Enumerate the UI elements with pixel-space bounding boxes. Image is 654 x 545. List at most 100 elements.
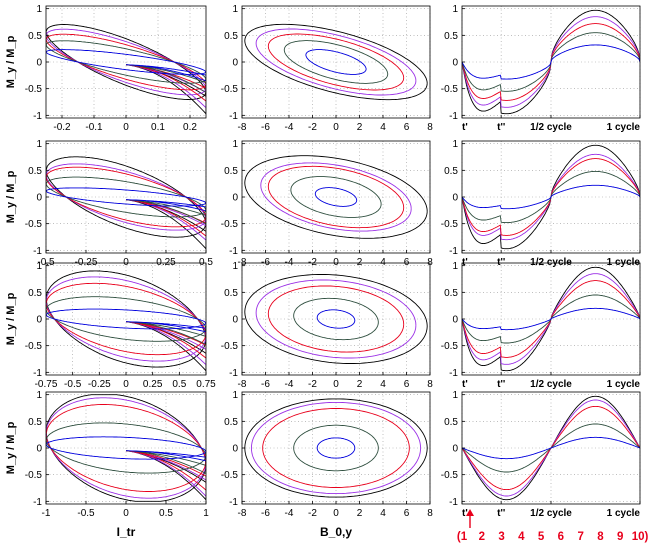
inner-line-purple <box>125 199 206 241</box>
inner-line-purple <box>125 64 206 109</box>
cycle-number: 10) <box>632 531 649 543</box>
xtick-label: 2 <box>357 379 363 390</box>
series-group <box>462 144 640 250</box>
series-line-blue <box>316 309 356 329</box>
xtick-label: -6 <box>261 122 270 133</box>
series-line-darkgreen <box>46 40 206 84</box>
xtick-label: 0.2 <box>183 122 197 133</box>
xtick-label: 4 <box>380 379 386 390</box>
panel-r2-c3: -1 -0.5 0 0.5 1 t' t'' 1/2 cycle 1 cycle <box>441 139 641 268</box>
ytick-label: 0 <box>452 315 458 326</box>
xtick-label: -8 <box>238 379 247 390</box>
series-line-darkgreen <box>46 422 206 474</box>
series-line-blue <box>314 187 358 207</box>
ytick-label: 0 <box>232 444 238 455</box>
series-line-darkgreen <box>283 40 389 84</box>
series-line-purple <box>46 397 206 499</box>
inner-line-blue <box>126 321 206 333</box>
ylabel: M_y / M_p <box>5 170 17 223</box>
xtick-label: -4 <box>285 257 294 268</box>
xtick-label: -0.5 <box>37 257 55 268</box>
xtick-label: 0.25 <box>143 379 163 390</box>
panel-r1-c2: -1 -0.5 0 0.5 1 -8 -6 -4 -2 0 2 4 6 8 <box>221 4 433 133</box>
xtick-label: 8 <box>427 257 433 268</box>
ytick-label: 0 <box>36 193 42 204</box>
xtick-label: 0.25 <box>156 257 176 268</box>
xtick-label: -2 <box>308 379 317 390</box>
xtick-label: 1 cycle <box>607 508 641 519</box>
series-group <box>46 394 206 502</box>
ytick-label: 0 <box>452 444 458 455</box>
series-line-black <box>244 274 428 364</box>
inner-line-red <box>125 321 206 359</box>
ylabel: M_y / M_p <box>5 421 17 474</box>
xtick-label: 0.5 <box>159 508 173 519</box>
inner-line-darkgreen <box>125 64 206 94</box>
series-group <box>462 395 640 501</box>
ytick-label: 1 <box>452 390 458 401</box>
ytick-label: -1 <box>229 111 238 122</box>
series-line-red <box>46 282 206 356</box>
ytick-label: -0.5 <box>221 219 239 230</box>
series-line-red <box>267 165 405 229</box>
ytick-label: -1 <box>33 111 42 122</box>
ylabel: M_y / M_p <box>5 292 17 345</box>
xtick-label: 2 <box>357 508 363 519</box>
ytick-label: -0.5 <box>441 219 459 230</box>
xtick-label: -8 <box>238 122 247 133</box>
series-line-purple <box>255 28 417 96</box>
series-line-purple <box>46 28 206 96</box>
inner-line-purple <box>125 450 206 497</box>
ytick-label: -0.5 <box>221 470 239 481</box>
xtick-label: -2 <box>308 508 317 519</box>
ytick-label: 0.5 <box>28 31 42 42</box>
ytick-label: 0.5 <box>224 417 238 428</box>
ytick-label: 0 <box>232 58 238 69</box>
ytick-label: 0 <box>36 444 42 455</box>
xtick-label: 4 <box>380 257 386 268</box>
ytick-label: 0.5 <box>224 31 238 42</box>
ytick-label: -1 <box>449 111 458 122</box>
ytick-label: -0.5 <box>25 470 43 481</box>
ytick-label: -1 <box>229 368 238 379</box>
xtick-label: 1 cycle <box>607 122 641 133</box>
ytick-label: -0.5 <box>25 219 43 230</box>
series-line-black <box>46 156 206 238</box>
series-line-purple <box>46 163 206 231</box>
ytick-label: 1 <box>452 139 458 150</box>
ytick-label: 0.5 <box>444 288 458 299</box>
xtick-label: 4 <box>380 122 386 133</box>
xtick-label: -0.75 <box>35 379 58 390</box>
panel-r2-c2: -1 -0.5 0 0.5 1 -8 -6 -4 -2 0 2 4 6 8 <box>221 139 433 268</box>
series-line-purple <box>260 162 412 232</box>
panel-r1-c1: -1 -0.5 0 0.5 1 -0.2 -0.1 0 0.1 0.2 M_y / M_p <box>5 4 207 133</box>
panel-r3-c3: -1 -0.5 0 0.5 1 t' t'' 1/2 cycle 1 cycle <box>441 261 641 390</box>
xtick-label: 6 <box>404 257 410 268</box>
series-line-black <box>46 270 206 368</box>
xtick-label: t' <box>462 379 468 390</box>
xtick-label: 0 <box>333 257 339 268</box>
series-group <box>244 274 428 364</box>
series-line-blue <box>462 184 640 210</box>
xtick-label: -0.5 <box>64 379 82 390</box>
ytick-label: 0.5 <box>444 166 458 177</box>
panel-r2-c1: -1-0.500.51-0.5 -0.25 0 0.25 0.5M_y / M_p <box>5 139 213 268</box>
ylabel: M_y / M_p <box>5 35 17 88</box>
series-line-black <box>244 155 428 239</box>
xtick-label: 0 <box>333 508 339 519</box>
ytick-label: 0 <box>232 315 238 326</box>
xtick-label: 2 <box>357 122 363 133</box>
ytick-label: 1 <box>36 261 42 272</box>
xtick-label: 0.1 <box>151 122 165 133</box>
ytick-label: -1 <box>229 246 238 257</box>
arrow-head <box>466 509 474 516</box>
xtick-label: 0 <box>123 508 129 519</box>
xtick-label: -0.25 <box>88 379 111 390</box>
xtick-label: -8 <box>238 257 247 268</box>
series-group <box>46 156 206 250</box>
ytick-label: 0 <box>36 58 42 69</box>
xtick-label: 0 <box>123 122 129 133</box>
ytick-label: -1 <box>33 246 42 257</box>
series-line-blue <box>316 437 356 459</box>
